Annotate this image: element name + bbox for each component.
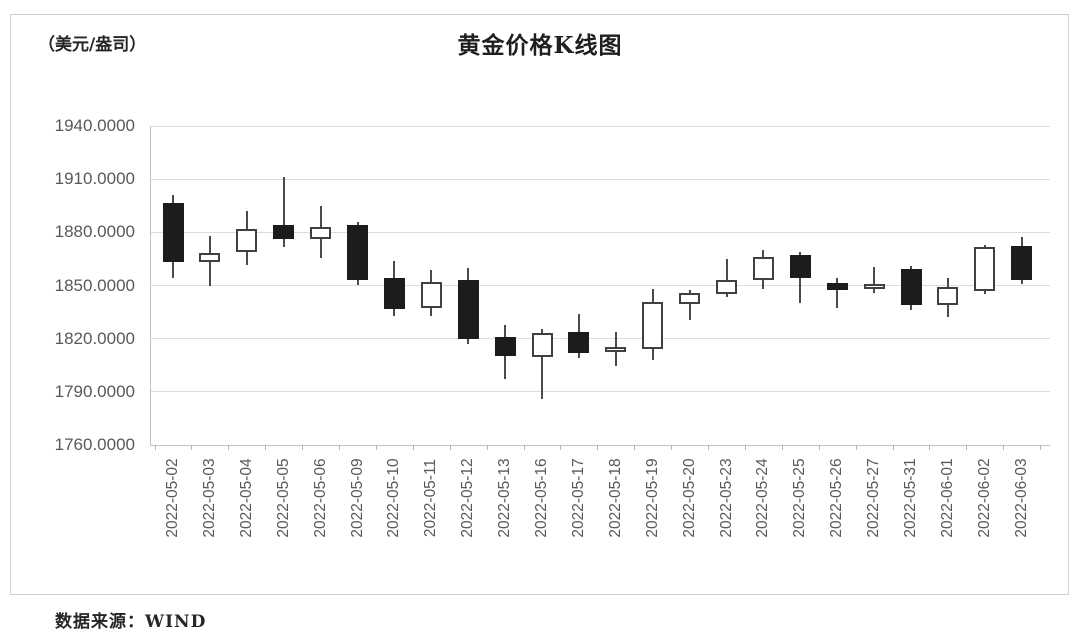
x-axis-tick-label: 2022-05-11: [422, 458, 440, 538]
y-grid-line: [150, 125, 1050, 127]
x-axis-tick-label: 2022-05-17: [569, 458, 587, 538]
x-axis-tick-label: 2022-05-26: [828, 458, 846, 538]
x-axis-tick: [744, 445, 746, 450]
candle-body-down: [457, 280, 479, 339]
candle-body-up: [531, 333, 553, 358]
chart-title: 黄金价格K线图: [457, 32, 623, 59]
y-grid-line: [150, 285, 1050, 286]
candle-body-down: [789, 255, 811, 279]
y-axis-tick-label: 1880.0000: [54, 222, 135, 242]
candle-body-up: [716, 280, 737, 295]
x-axis-tick-label: 2022-05-06: [311, 458, 329, 538]
candle-wick: [688, 289, 691, 321]
candle-body-up: [605, 346, 627, 352]
candle-body-down: [568, 331, 590, 353]
x-axis-tick: [265, 445, 267, 450]
x-axis-tick-label: 2022-05-04: [237, 458, 255, 538]
candle-body-down: [347, 225, 368, 281]
x-axis-tick: [191, 445, 193, 450]
x-axis-tick: [634, 445, 636, 450]
x-axis-tick-label: 2022-05-13: [496, 458, 514, 538]
candle-body-down: [383, 278, 405, 310]
y-grid-line: [150, 178, 1050, 180]
x-axis-tick-label: 2022-06-02: [975, 458, 993, 538]
x-axis-tick: [302, 445, 304, 450]
candle-body-down: [494, 336, 516, 357]
y-axis-tick-label: 1790.0000: [54, 381, 135, 401]
x-axis-tick: [708, 445, 710, 450]
x-axis-tick: [892, 445, 894, 450]
x-axis-tick-label: 2022-05-19: [643, 458, 661, 538]
y-axis-tick-label: 1760.0000: [54, 435, 135, 454]
y-axis-tick-label: 1820.0000: [54, 328, 135, 348]
x-axis-tick-label: 2022-05-03: [200, 458, 218, 538]
candle-body-up: [937, 287, 959, 305]
x-axis-tick: [560, 445, 562, 450]
x-axis-tick: [671, 445, 673, 450]
x-axis-tick-label: 2022-05-23: [717, 458, 735, 538]
x-axis-tick: [154, 445, 156, 450]
candle-body-up: [310, 227, 332, 240]
chart-frame: [10, 14, 1069, 595]
candle-body-up: [236, 228, 258, 252]
y-axis-unit-label: （美元/盎司）: [38, 35, 147, 55]
x-axis-tick-label: 2022-05-12: [459, 458, 477, 538]
x-axis-tick: [375, 445, 377, 450]
y-grid-line: [150, 338, 1050, 340]
x-axis-tick: [523, 445, 525, 450]
x-axis-tick-label: 2022-05-20: [680, 458, 698, 538]
x-axis-tick-label: 2022-05-16: [533, 458, 550, 538]
candle-body-down: [273, 225, 295, 239]
x-axis-tick: [597, 445, 599, 450]
x-axis-tick: [339, 445, 341, 450]
x-axis-tick-label: 2022-05-10: [385, 458, 403, 538]
y-axis-tick-label: 1850.0000: [54, 275, 135, 295]
candle-body-down: [162, 203, 184, 263]
x-axis-tick: [966, 445, 968, 450]
x-axis-tick: [449, 445, 451, 450]
y-grid-line: [150, 231, 1050, 233]
candle-wick: [836, 278, 839, 308]
candle-wick: [873, 266, 876, 294]
x-axis-tick-label: 2022-05-09: [348, 458, 366, 538]
x-axis-tick: [855, 445, 857, 450]
x-axis-tick-label: 2022-05-31: [902, 458, 919, 538]
x-axis-tick: [412, 445, 414, 450]
candle-body-down: [900, 268, 922, 305]
x-axis-tick-label: 2022-05-05: [274, 458, 292, 538]
candle-wick: [725, 258, 728, 297]
candle-wick: [541, 328, 543, 399]
x-axis-tick: [1040, 445, 1042, 450]
x-axis-tick-label: 2022-05-27: [865, 458, 883, 538]
candle-body-up: [199, 252, 221, 262]
x-axis-line: [150, 444, 1050, 446]
x-axis-tick: [781, 445, 783, 450]
candle-body-up: [752, 257, 774, 281]
x-axis-tick-label: 2022-05-02: [164, 458, 181, 538]
candle-body-up: [863, 283, 885, 290]
x-axis-tick-label: 2022-05-24: [754, 458, 772, 538]
y-axis-tick-label: 1940.0000: [54, 116, 135, 135]
candle-body-up: [642, 302, 664, 350]
candle-body-down: [1011, 245, 1033, 281]
candle-body-up: [974, 247, 996, 291]
x-axis-tick-label: 2022-06-01: [938, 458, 956, 538]
x-axis-tick: [929, 445, 931, 450]
x-axis-tick: [486, 445, 488, 450]
candle-body-down: [826, 282, 848, 290]
candle-wick: [282, 177, 285, 248]
x-axis-tick: [228, 445, 230, 450]
y-axis-tick-label: 1910.0000: [54, 169, 135, 189]
y-axis-line: [150, 126, 151, 445]
x-axis-tick-label: 2022-05-18: [606, 458, 624, 538]
data-source-note: 数据来源：WIND: [55, 612, 207, 632]
x-axis-tick-label: 2022-05-25: [791, 458, 809, 538]
x-axis-tick-label: 2022-06-03: [1012, 458, 1030, 538]
candle-body-up: [420, 281, 442, 308]
x-axis-tick: [1003, 445, 1005, 450]
x-axis-tick: [818, 445, 820, 450]
y-grid-line: [150, 391, 1050, 393]
candle-body-up: [679, 293, 701, 305]
